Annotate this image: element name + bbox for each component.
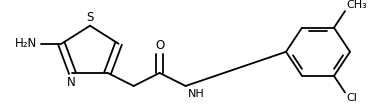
- Text: Cl: Cl: [346, 93, 357, 103]
- Text: CH₃: CH₃: [346, 0, 367, 10]
- Text: H₂N: H₂N: [15, 37, 38, 50]
- Text: S: S: [86, 11, 94, 24]
- Text: NH: NH: [188, 89, 204, 99]
- Text: N: N: [67, 76, 76, 89]
- Text: O: O: [155, 39, 164, 52]
